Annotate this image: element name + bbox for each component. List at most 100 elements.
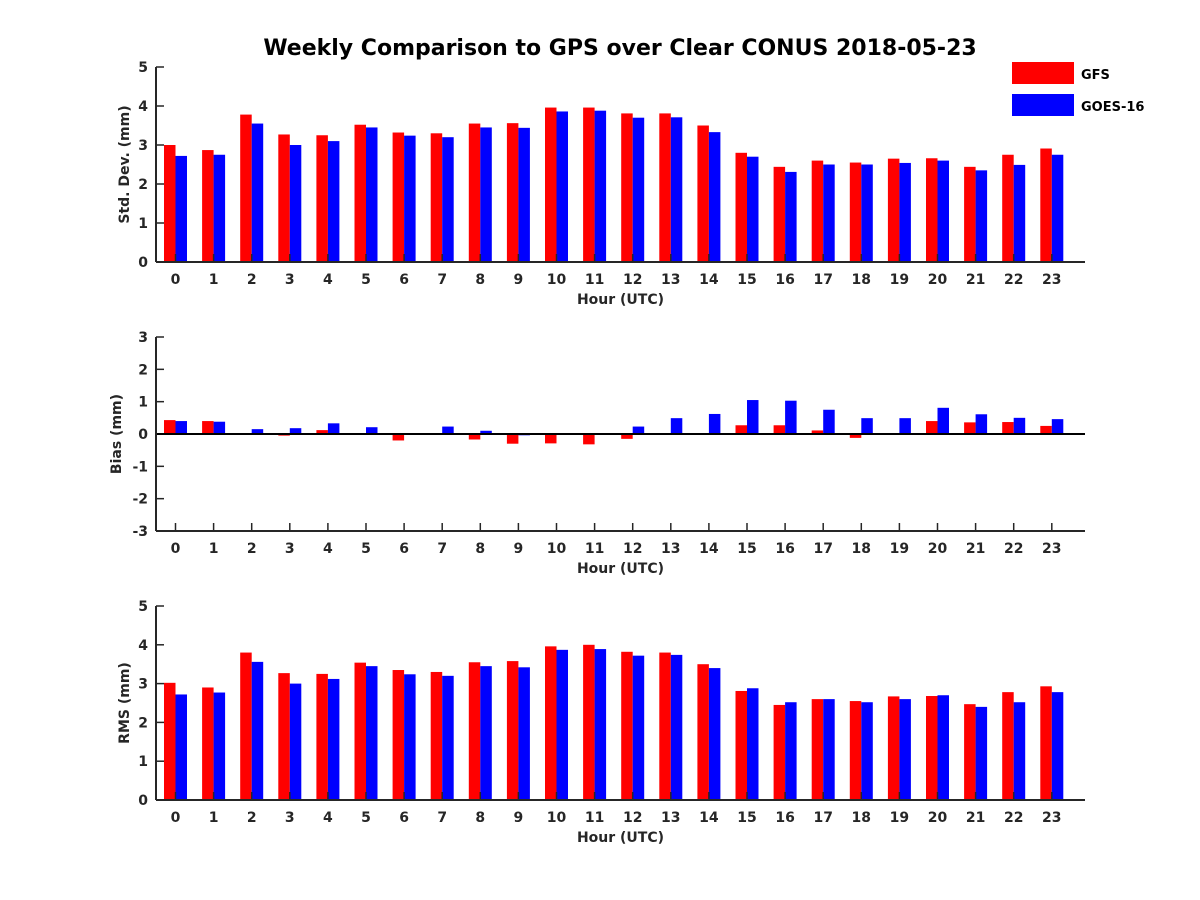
std-dev-xtick-label: 4	[323, 272, 333, 288]
bias-bar-goes16	[937, 407, 949, 434]
bias-bar-goes16	[632, 426, 645, 434]
rms-xtick-label: 7	[437, 810, 447, 826]
rms-xtick-label: 16	[775, 810, 794, 826]
bias-xtick-label: 3	[285, 541, 295, 557]
std-dev-bar-gfs	[545, 107, 557, 262]
std-dev-bar-gfs	[316, 135, 328, 262]
rms-xtick-label: 21	[966, 810, 985, 826]
bias-bar-goes16	[861, 418, 873, 434]
bias-bar-goes16	[442, 426, 454, 434]
rms-xtick-label: 13	[661, 810, 680, 826]
bias-bar-goes16	[213, 421, 226, 434]
rms-bar-gfs	[1040, 686, 1052, 800]
rms-bar-gfs	[773, 704, 786, 800]
bias-xtick-label: 4	[323, 541, 333, 557]
legend-label-gfs: GFS	[1081, 68, 1110, 83]
rms-xtick-label: 2	[247, 810, 257, 826]
std-dev-bar-goes16	[289, 145, 302, 262]
rms-xtick-label: 20	[928, 810, 948, 826]
std-dev-bar-goes16	[708, 132, 721, 262]
bias-xtick-label: 20	[928, 541, 948, 557]
bias-bar-gfs	[811, 430, 824, 434]
bias-bar-goes16	[175, 421, 187, 434]
bias-bar-gfs	[392, 434, 405, 441]
rms-bar-goes16	[861, 702, 873, 800]
bias-xtick-label: 11	[585, 541, 604, 557]
bias-bar-gfs	[164, 420, 176, 434]
std-dev-xtick-label: 10	[547, 272, 567, 288]
std-dev-bar-gfs	[202, 150, 214, 262]
bias-bar-gfs	[773, 425, 786, 434]
rms-x-axis-label: Hour (UTC)	[577, 830, 664, 846]
bias-bar-gfs	[621, 434, 633, 439]
std-dev-xtick-label: 13	[661, 272, 680, 288]
std-dev-bar-goes16	[632, 117, 645, 262]
rms-bar-gfs	[506, 661, 519, 800]
bias-xtick-label: 19	[890, 541, 909, 557]
std-dev-bar-goes16	[937, 160, 949, 262]
rms-bar-goes16	[975, 706, 988, 800]
legend-label-goes16: GOES-16	[1081, 100, 1144, 115]
std-dev-bar-gfs	[278, 134, 290, 262]
bias-xtick-label: 13	[661, 541, 680, 557]
rms-ytick-label: 1	[138, 754, 148, 770]
rms-y-axis-label: RMS (mm)	[117, 662, 133, 744]
std-dev-bar-goes16	[251, 123, 264, 262]
std-dev-xtick-label: 22	[1004, 272, 1023, 288]
bias-ytick-label: -3	[132, 524, 148, 540]
bias-xtick-label: 12	[623, 541, 642, 557]
std-dev-y-axis-label: Std. Dev. (mm)	[117, 105, 133, 223]
bias-xtick-label: 15	[737, 541, 756, 557]
std-dev-bar-gfs	[887, 158, 900, 262]
rms-bar-goes16	[899, 699, 911, 800]
std-dev-ytick-label: 3	[138, 138, 148, 154]
bias-bar-goes16	[899, 418, 911, 434]
bias-bar-goes16	[747, 400, 759, 434]
std-dev-bar-goes16	[327, 141, 340, 262]
bias-bar-goes16	[670, 418, 683, 434]
std-dev-bar-gfs	[164, 145, 176, 262]
bias-bar-gfs	[506, 434, 519, 444]
bias-bar-goes16	[289, 428, 302, 434]
bias-ytick-label: 0	[138, 427, 148, 443]
bias-xtick-label: 18	[852, 541, 871, 557]
rms-xtick-label: 22	[1004, 810, 1023, 826]
bias-bar-gfs	[583, 434, 595, 445]
std-dev-bar-gfs	[583, 107, 595, 262]
bias-xtick-label: 23	[1042, 541, 1061, 557]
std-dev-xtick-label: 15	[737, 272, 756, 288]
std-dev-xtick-label: 18	[852, 272, 871, 288]
rms-bar-gfs	[354, 662, 366, 800]
bias-y-axis-label: Bias (mm)	[109, 394, 125, 474]
std-dev-xtick-label: 0	[171, 272, 181, 288]
std-dev-bar-goes16	[823, 164, 835, 262]
rms-bar-goes16	[937, 695, 949, 800]
rms-bar-goes16	[670, 654, 683, 800]
legend-swatch-gfs	[1012, 62, 1074, 84]
std-dev-xtick-label: 20	[928, 272, 948, 288]
bias-bar-goes16	[480, 430, 492, 434]
bias-ytick-label: -1	[132, 459, 148, 475]
std-dev-bar-gfs	[1002, 154, 1014, 262]
rms-bar-goes16	[404, 674, 416, 800]
std-dev-bar-goes16	[594, 110, 607, 263]
std-dev-bar-goes16	[1013, 164, 1026, 262]
rms-bar-gfs	[164, 682, 176, 800]
rms-bar-gfs	[735, 690, 747, 800]
rms-bar-gfs	[278, 673, 290, 800]
std-dev-bar-goes16	[366, 127, 378, 262]
rms-bar-gfs	[1002, 692, 1014, 800]
bias-bar-goes16	[251, 429, 264, 434]
std-dev-xtick-label: 9	[514, 272, 524, 288]
rms-xtick-label: 14	[699, 810, 719, 826]
rms-bar-goes16	[556, 649, 568, 800]
rms-bar-goes16	[442, 675, 454, 800]
std-dev-bar-goes16	[518, 127, 530, 262]
rms-xtick-label: 18	[852, 810, 871, 826]
rms-ytick-label: 2	[138, 715, 148, 731]
std-dev-ytick-label: 5	[138, 60, 148, 76]
rms-bar-gfs	[887, 696, 900, 800]
rms-bar-gfs	[202, 687, 214, 800]
std-dev-xtick-label: 3	[285, 272, 295, 288]
